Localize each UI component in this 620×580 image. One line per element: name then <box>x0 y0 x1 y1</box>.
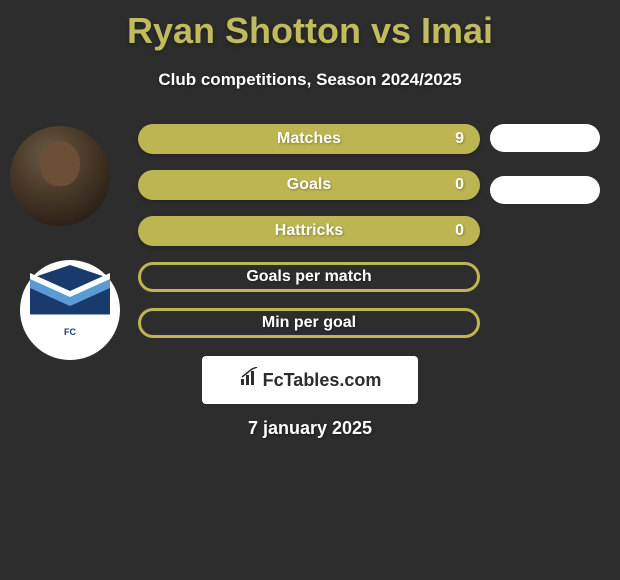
stat-label: Matches <box>277 130 341 148</box>
stat-label: Min per goal <box>262 314 356 332</box>
chart-icon <box>239 367 259 393</box>
stat-value: 0 <box>455 176 464 194</box>
stat-value: 0 <box>455 222 464 240</box>
page-subtitle: Club competitions, Season 2024/2025 <box>0 70 620 90</box>
shield-fc-label: FC <box>64 327 76 337</box>
stat-bar-hattricks: Hattricks 0 <box>138 216 480 246</box>
stat-bar-goals-per-match: Goals per match <box>138 262 480 292</box>
stat-label: Goals per match <box>246 268 371 286</box>
player-avatar-left <box>10 126 110 226</box>
shield-fc-text: FC <box>30 327 110 337</box>
page-title: Ryan Shotton vs Imai <box>0 0 620 52</box>
stat-label: Hattricks <box>275 222 343 240</box>
stat-value: 9 <box>455 130 464 148</box>
stat-bar-goals: Goals 0 <box>138 170 480 200</box>
club-badge: FC <box>30 265 110 355</box>
brand-text: FcTables.com <box>263 370 382 391</box>
stat-bar-min-per-goal: Min per goal <box>138 308 480 338</box>
stat-label: Goals <box>287 176 331 194</box>
opponent-stat-pill-2 <box>490 176 600 204</box>
stat-bar-matches: Matches 9 <box>138 124 480 154</box>
stats-bars: Matches 9 Goals 0 Hattricks 0 Goals per … <box>138 124 480 354</box>
club-badge-container: FC <box>20 260 120 360</box>
brand-box[interactable]: FcTables.com <box>202 356 418 404</box>
opponent-stat-pill-1 <box>490 124 600 152</box>
date-text: 7 january 2025 <box>0 418 620 439</box>
